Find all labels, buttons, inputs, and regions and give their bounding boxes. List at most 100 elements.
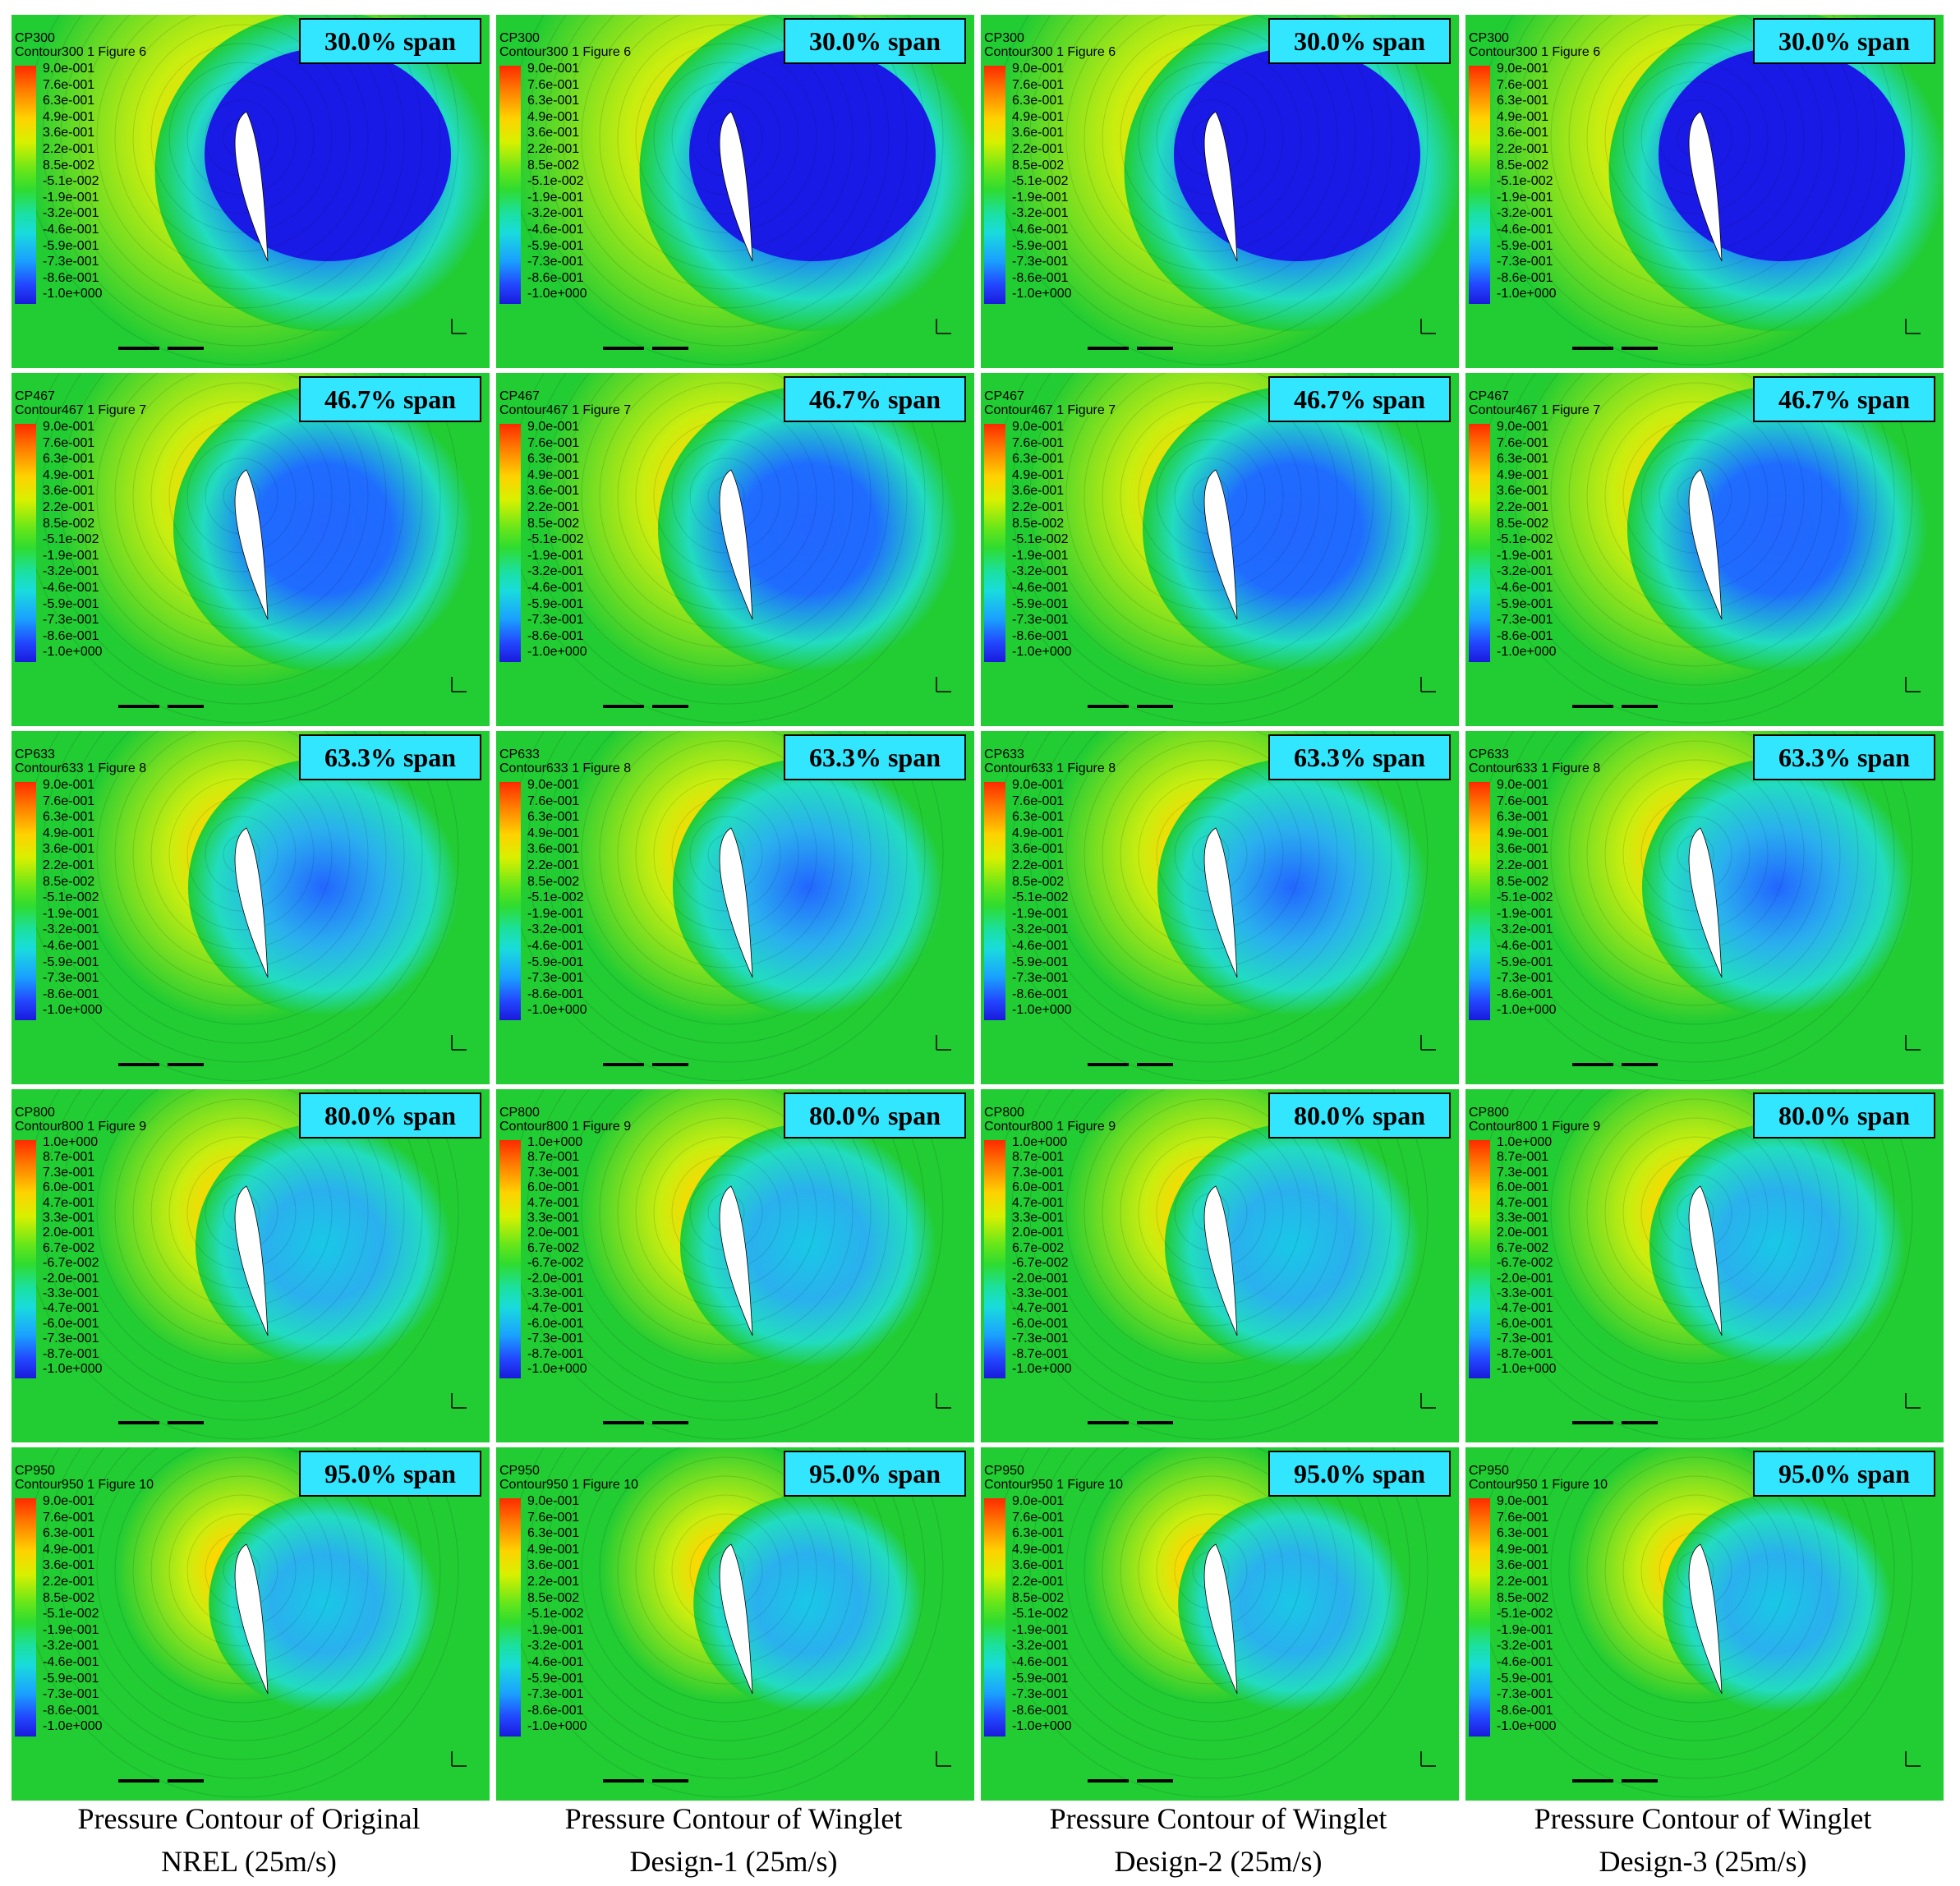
legend-color-bar (499, 1498, 521, 1736)
legend-tick-label: -8.6e-001 (1497, 1703, 1553, 1718)
legend-tick-label: 9.0e-001 (527, 420, 580, 434)
caption-col-3-line2: Design-2 (25m/s) (1114, 1845, 1323, 1878)
legend-tick-label: 6.3e-001 (1012, 452, 1065, 467)
legend-tick-label: 6.0e-001 (1497, 1180, 1549, 1195)
variable-name: CP300 (1469, 31, 1509, 45)
legend-tick-label: -8.7e-001 (43, 1346, 99, 1361)
legend-tick-label: 9.0e-001 (1012, 1494, 1065, 1508)
span-label: 30.0% span (784, 18, 966, 64)
legend-tick-label: 2.0e-001 (527, 1226, 580, 1240)
legend-ticks: 1.0e+000 8.7e-001 7.3e-001 6.0e-001 4.7e-001… (1012, 1135, 1072, 1378)
contour-line (635, 759, 817, 950)
variable-name: CP950 (499, 1464, 540, 1478)
airfoil-section (1688, 1543, 1723, 1695)
legend-tick-label: 7.6e-001 (1012, 794, 1065, 808)
legend-tick-label: -6.7e-002 (1012, 1256, 1069, 1271)
variable-name: CP300 (499, 31, 540, 45)
contour-line (617, 24, 835, 252)
legend-tick-label: -8.6e-001 (43, 1703, 99, 1718)
axis-triad-icon (1905, 677, 1921, 692)
legend-tick-label: -3.2e-001 (527, 922, 584, 937)
axis-triad-icon (451, 319, 467, 334)
legend-tick-label: 6.3e-001 (1012, 1526, 1065, 1541)
legend-tick-label: 4.9e-001 (1497, 1542, 1549, 1557)
legend-tick-label: -1.0e+000 (43, 287, 103, 301)
legend-tick-label: -5.1e-002 (527, 174, 584, 189)
contour-line (545, 15, 908, 328)
legend-tick-label: -1.0e+000 (1012, 1719, 1072, 1734)
suction-side-region (209, 1494, 439, 1713)
contour-line (1640, 1155, 1751, 1270)
legend-tick-label: -4.6e-001 (527, 580, 584, 595)
legend-tick-label: -1.0e+000 (1012, 645, 1072, 660)
contour-line (563, 373, 890, 667)
scale-bar (603, 1421, 808, 1429)
legend-tick-label: 9.0e-001 (1012, 62, 1065, 76)
contour-panel: CP633 Contour633 1 Figure 8 9.0e-001 7.6e-0… (1465, 731, 1944, 1084)
contour-line (1102, 382, 1320, 610)
caption-col-2-line1: Pressure Contour of Winglet (564, 1802, 903, 1835)
legend-tick-label: 9.0e-001 (1012, 420, 1065, 434)
contour-line (1120, 1475, 1302, 1666)
legend-tick-label: -5.1e-002 (43, 1607, 99, 1622)
contour-line (635, 43, 817, 233)
contour-line (1514, 15, 1877, 328)
airfoil-section (1203, 1543, 1238, 1695)
legend-tick-label: 4.9e-001 (1497, 467, 1549, 482)
legend-ticks: 9.0e-001 7.6e-001 6.3e-001 4.9e-001 3.6e-001… (1497, 61, 1557, 302)
contour-line (671, 439, 781, 554)
legend-tick-label: -7.3e-001 (1497, 613, 1553, 628)
legend-tick-label: -3.3e-001 (1012, 1286, 1069, 1301)
suction-side-region (1143, 386, 1443, 672)
legend-tick-label: 6.3e-001 (1497, 452, 1549, 467)
legend-ticks: 9.0e-001 7.6e-001 6.3e-001 4.9e-001 3.6e-001… (43, 61, 103, 302)
legend-tick-label: 2.2e-001 (1012, 858, 1065, 872)
contour-line (1047, 1089, 1374, 1383)
axis-triad-icon (1420, 1393, 1436, 1409)
contour-line (545, 731, 908, 1044)
suction-side-region (173, 386, 474, 672)
contour-panel: CP467 Contour467 1 Figure 7 9.0e-001 7.6e-0… (12, 373, 490, 726)
contour-line (1532, 373, 1859, 667)
legend-color-bar (499, 66, 521, 304)
airfoil-section (234, 111, 269, 262)
legend-ticks: 1.0e+000 8.7e-001 7.3e-001 6.0e-001 4.7e-001… (43, 1135, 103, 1378)
contour-line (1604, 1117, 1787, 1308)
legend-tick-label: -2.0e-001 (1012, 1271, 1069, 1286)
contour-line (1102, 740, 1320, 968)
contour-line (150, 1117, 333, 1308)
span-label: 63.3% span (1753, 734, 1935, 780)
legend-ticks: 9.0e-001 7.6e-001 6.3e-001 4.9e-001 3.6e-001… (1497, 419, 1557, 660)
legend-tick-label: -3.3e-001 (527, 1286, 584, 1301)
caption-col-3: Pressure Contour of Winglet Design-2 (25… (976, 1797, 1461, 1883)
axis-triad-icon (936, 1393, 951, 1409)
legend-tick-label: -7.3e-001 (527, 1332, 584, 1346)
legend-tick-label: -5.9e-001 (1012, 954, 1069, 969)
legend-tick-label: 4.9e-001 (527, 826, 580, 840)
axis-triad-icon (1905, 1393, 1921, 1409)
contour-title: CP950 Contour950 1 Figure 10 (499, 1464, 638, 1492)
legend-tick-label: 8.5e-002 (1497, 1590, 1549, 1605)
contour-line (527, 1089, 926, 1421)
suction-side-region (658, 386, 959, 672)
contour-line (1011, 731, 1410, 1063)
contour-line (1156, 80, 1266, 196)
contour-panel: CP800 Contour800 1 Figure 9 1.0e+000 8.7e-0… (12, 1089, 490, 1442)
contour-title: CP800 Contour800 1 Figure 9 (984, 1106, 1116, 1134)
contour-line (1568, 1447, 1823, 1704)
contour-line (1156, 1513, 1266, 1628)
legend-tick-label: -4.6e-001 (43, 1654, 99, 1669)
contour-line (1029, 1089, 1392, 1402)
contour-panel: CP467 Contour467 1 Figure 7 9.0e-001 7.6e-0… (981, 373, 1459, 726)
legend-tick-label: -4.7e-001 (527, 1301, 584, 1316)
legend-tick-label: 4.7e-001 (527, 1195, 580, 1210)
legend-tick-label: -5.1e-002 (1497, 174, 1553, 189)
contour-line (60, 1089, 423, 1402)
legend-tick-label: -1.0e+000 (1012, 1003, 1072, 1018)
legend-tick-label: -7.3e-001 (1012, 255, 1069, 269)
contour-name: Contour467 1 Figure 7 (15, 403, 147, 417)
contour-name: Contour950 1 Figure 10 (984, 1478, 1123, 1492)
legend-tick-label: -1.0e+000 (527, 1719, 587, 1734)
contour-title: CP300 Contour300 1 Figure 6 (499, 31, 631, 59)
contour-line (1622, 420, 1769, 573)
